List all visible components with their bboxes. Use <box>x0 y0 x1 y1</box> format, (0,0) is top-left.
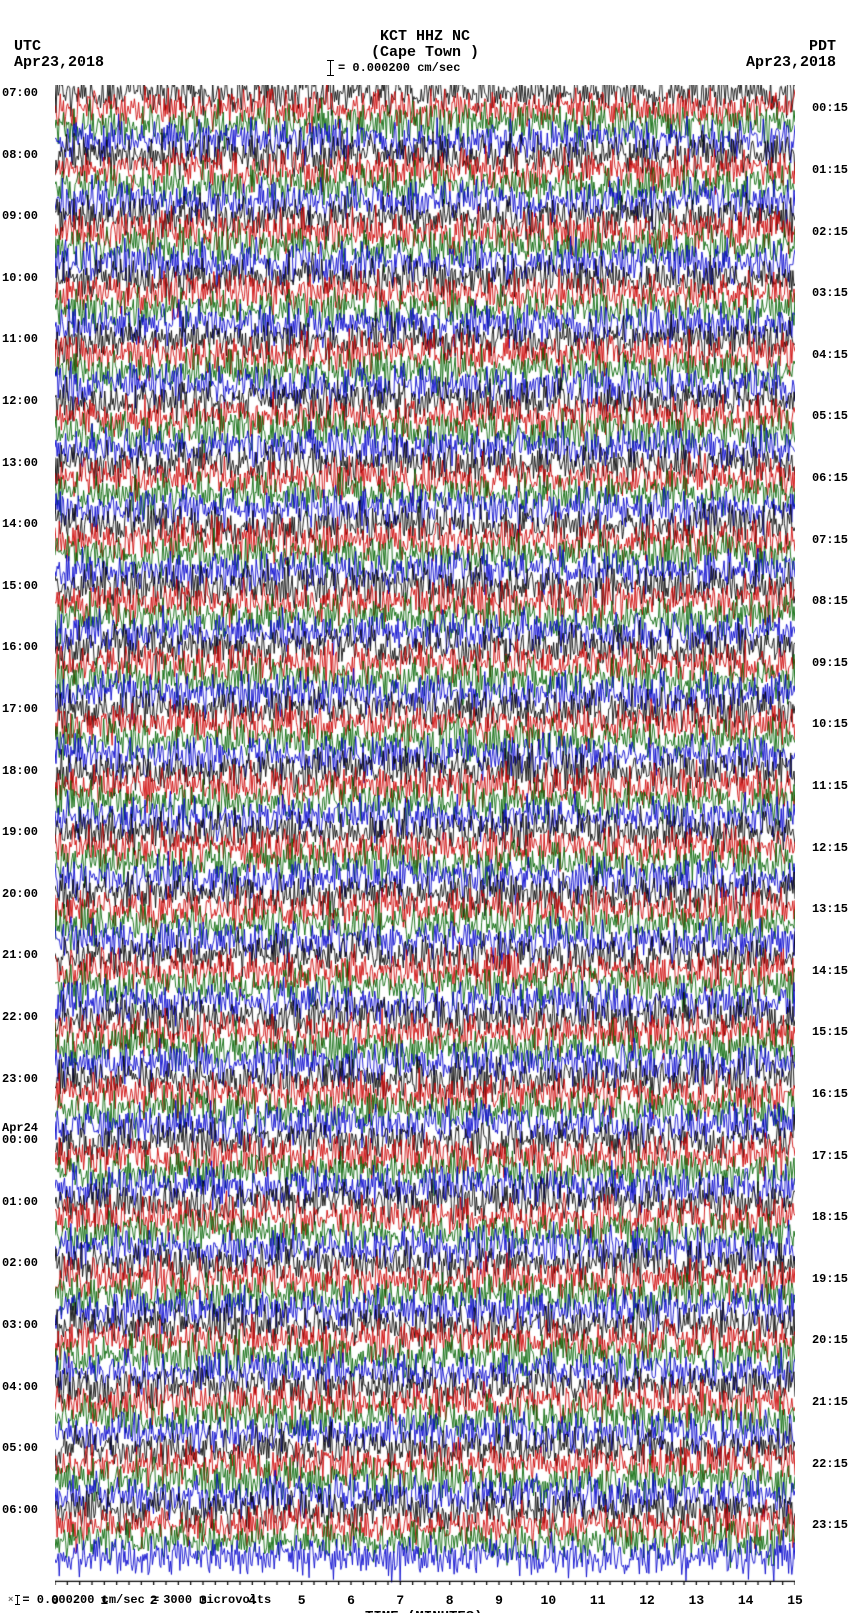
x-tick-label: 7 <box>396 1593 404 1608</box>
pdt-time-label: 01:15 <box>812 163 848 177</box>
utc-time-label: 16:00 <box>2 640 38 654</box>
utc-time-label: 12:00 <box>2 394 38 408</box>
scale-label: = 0.000200 cm/sec <box>338 61 460 75</box>
utc-time-label: 17:00 <box>2 702 38 716</box>
x-tick-label: 8 <box>446 1593 454 1608</box>
pdt-time-label: 22:15 <box>812 1457 848 1471</box>
pdt-time-label: 17:15 <box>812 1149 848 1163</box>
pdt-time-label: 21:15 <box>812 1395 848 1409</box>
pdt-time-label: 23:15 <box>812 1518 848 1532</box>
x-tick-label: 9 <box>495 1593 503 1608</box>
footer-scale-bar-icon <box>17 1595 18 1605</box>
left-date: Apr23,2018 <box>14 54 104 71</box>
utc-time-label: 02:00 <box>2 1256 38 1270</box>
pdt-time-label: 10:15 <box>812 717 848 731</box>
pdt-time-label: 11:15 <box>812 779 848 793</box>
utc-time-label: 21:00 <box>2 948 38 962</box>
utc-time-label: 04:00 <box>2 1380 38 1394</box>
utc-time-label: 13:00 <box>2 456 38 470</box>
pdt-time-label: 02:15 <box>812 225 848 239</box>
pdt-time-label: 13:15 <box>812 902 848 916</box>
x-tick-label: 13 <box>689 1593 705 1608</box>
pdt-time-label: 04:15 <box>812 348 848 362</box>
utc-time-label: 09:00 <box>2 209 38 223</box>
scale-bar-icon <box>330 60 331 76</box>
utc-time-label: 03:00 <box>2 1318 38 1332</box>
pdt-time-label: 09:15 <box>812 656 848 670</box>
utc-time-label: 00:00 <box>2 1133 38 1147</box>
right-date: Apr23,2018 <box>746 54 836 71</box>
utc-time-label: 15:00 <box>2 579 38 593</box>
pdt-time-label: 18:15 <box>812 1210 848 1224</box>
utc-time-label: 14:00 <box>2 517 38 531</box>
pdt-time-label: 03:15 <box>812 286 848 300</box>
pdt-time-label: 08:15 <box>812 594 848 608</box>
utc-time-label: 07:00 <box>2 86 38 100</box>
footer-text-right: 3000 microvolts <box>163 1593 271 1607</box>
pdt-time-label: 07:15 <box>812 533 848 547</box>
utc-time-label: 22:00 <box>2 1010 38 1024</box>
helicorder-plot <box>55 85 795 1585</box>
pdt-time-label: 16:15 <box>812 1087 848 1101</box>
utc-time-label: 08:00 <box>2 148 38 162</box>
x-tick-label: 12 <box>639 1593 655 1608</box>
utc-time-label: 01:00 <box>2 1195 38 1209</box>
pdt-time-label: 14:15 <box>812 964 848 978</box>
left-tz-label: UTC <box>14 38 41 55</box>
utc-time-label: 19:00 <box>2 825 38 839</box>
pdt-time-label: 05:15 <box>812 409 848 423</box>
pdt-time-label: 15:15 <box>812 1025 848 1039</box>
x-tick-label: 10 <box>541 1593 557 1608</box>
pdt-time-label: 06:15 <box>812 471 848 485</box>
station-id: KCT HHZ NC <box>380 28 470 45</box>
utc-time-label: 20:00 <box>2 887 38 901</box>
utc-time-label: 18:00 <box>2 764 38 778</box>
x-axis-label: TIME (MINUTES) <box>365 1609 483 1613</box>
pdt-time-label: 20:15 <box>812 1333 848 1347</box>
pdt-time-label: 19:15 <box>812 1272 848 1286</box>
helicorder-container: UTC Apr23,2018 PDT Apr23,2018 KCT HHZ NC… <box>0 0 850 1613</box>
footer-text-left: = 0.000200 cm/sec = <box>22 1593 159 1607</box>
pdt-time-label: 12:15 <box>812 841 848 855</box>
x-tick-label: 15 <box>787 1593 803 1608</box>
x-tick-label: 14 <box>738 1593 754 1608</box>
utc-time-label: 06:00 <box>2 1503 38 1517</box>
utc-time-label: 23:00 <box>2 1072 38 1086</box>
footer-scale-note: × = 0.000200 cm/sec = 3000 microvolts <box>8 1593 271 1607</box>
x-tick-label: 6 <box>347 1593 355 1608</box>
right-tz-label: PDT <box>809 38 836 55</box>
utc-time-label: 11:00 <box>2 332 38 346</box>
station-location: (Cape Town ) <box>371 44 479 61</box>
utc-time-label: 10:00 <box>2 271 38 285</box>
pdt-time-label: 00:15 <box>812 101 848 115</box>
x-tick-label: 5 <box>298 1593 306 1608</box>
x-tick-label: 11 <box>590 1593 606 1608</box>
utc-time-label: 05:00 <box>2 1441 38 1455</box>
